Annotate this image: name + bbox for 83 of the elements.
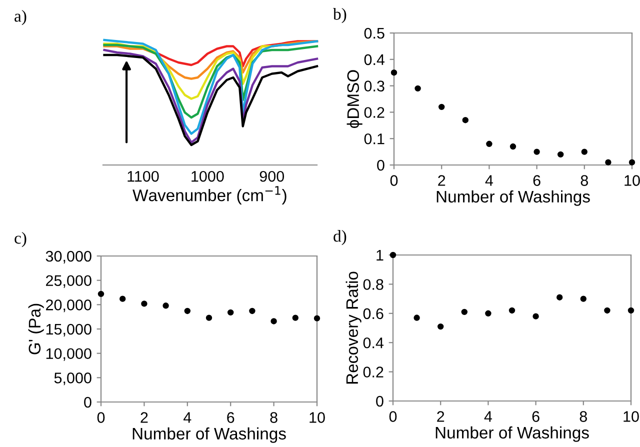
x-tick-label: 0	[389, 411, 397, 422]
point	[605, 159, 612, 166]
point	[270, 318, 277, 324]
point	[438, 323, 444, 330]
y-tick-label: 0	[376, 396, 384, 407]
x-tick-label: 0	[97, 412, 105, 423]
x-tick-label: 4	[485, 175, 493, 186]
x-tick-label: 8	[270, 412, 278, 423]
y-axis-title: Recovery Ratio	[346, 272, 362, 384]
point	[120, 296, 126, 302]
x-tick-label: 1000	[192, 170, 224, 182]
point	[462, 117, 468, 124]
x-tick-label: 6	[227, 412, 234, 423]
y-tick-label: 20,000	[46, 300, 92, 312]
point	[162, 302, 169, 309]
x-tick-label: 2	[437, 411, 444, 422]
point	[556, 294, 563, 300]
y-tick-label: 0.2	[364, 107, 384, 118]
y-tick-label: 10,000	[46, 348, 92, 361]
y-tick-label: 0.4	[363, 337, 384, 348]
point	[228, 309, 234, 316]
point	[461, 308, 468, 316]
y-tick-label: 0.2	[363, 366, 384, 378]
point	[508, 307, 516, 314]
point	[292, 314, 298, 321]
point	[184, 308, 190, 314]
point	[249, 308, 256, 314]
point	[486, 140, 492, 147]
point	[485, 310, 492, 316]
point	[628, 159, 636, 166]
y-axis-title: G' (Pa)	[28, 304, 44, 354]
x-tick-label: 8	[580, 411, 587, 422]
point	[628, 307, 634, 314]
chart-title: c)	[14, 232, 26, 248]
y-tick-label: 0.3	[364, 80, 384, 92]
point	[141, 300, 148, 307]
x-tick-label: 4	[484, 411, 492, 422]
y-tick-label: 0	[377, 160, 384, 171]
point	[580, 296, 586, 302]
point	[604, 307, 610, 314]
y-tick-label: 30,000	[46, 250, 92, 264]
point	[206, 314, 212, 321]
y-tick-label: 0.8	[363, 279, 384, 290]
y-tick-label: 5,000	[54, 372, 92, 386]
x-tick-label: 8	[580, 175, 588, 186]
y-tick-label: 15,000	[46, 324, 92, 336]
x-tick-label: 2	[438, 175, 446, 186]
point	[581, 148, 588, 155]
point	[532, 313, 539, 320]
point	[98, 290, 104, 298]
x-axis-title: Wavenumber (cm$^{−1}$)	[132, 186, 286, 205]
y-axis-title: ϕDMSO	[346, 70, 362, 128]
y-tick-label: 0.6	[363, 308, 384, 320]
x-tick-label: 6	[532, 411, 540, 422]
y-tick-label: 1	[376, 250, 384, 261]
chart-title: b)	[333, 8, 346, 24]
x-axis-title: Number of Washings	[132, 427, 286, 443]
x-axis-title: Number of Washings	[436, 190, 590, 206]
x-axis-title: Number of Washings	[436, 426, 589, 442]
x-tick-label: 4	[184, 412, 192, 423]
x-tick-label: 900	[260, 170, 284, 182]
chart-title: a)	[14, 10, 26, 26]
x-tick-label: 0	[390, 175, 398, 186]
point	[558, 151, 564, 158]
y-tick-label: 0	[84, 396, 92, 408]
x-tick-label: 10	[310, 412, 325, 423]
y-tick-label: 0.1	[364, 133, 384, 144]
x-tick-label: 2	[140, 412, 148, 423]
x-tick-label: 10	[624, 175, 640, 186]
point	[438, 104, 445, 110]
point	[534, 148, 540, 155]
chart-title: d)	[334, 230, 346, 246]
y-tick-label: 25,000	[46, 275, 92, 288]
point	[414, 314, 420, 321]
point	[390, 70, 398, 76]
point	[510, 143, 516, 150]
y-tick-label: 0.4	[364, 54, 385, 66]
x-tick-label: 10	[624, 411, 639, 422]
y-tick-label: 0.5	[364, 28, 384, 39]
point	[414, 85, 421, 92]
x-tick-label: 1100	[128, 170, 159, 182]
point	[314, 315, 320, 322]
x-tick-label: 6	[533, 175, 540, 186]
